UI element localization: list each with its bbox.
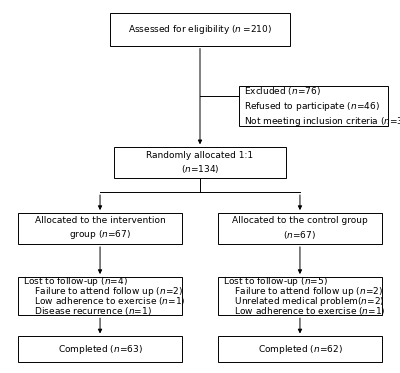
FancyBboxPatch shape <box>18 277 182 315</box>
FancyBboxPatch shape <box>18 336 182 362</box>
Text: Disease recurrence ($n$=1): Disease recurrence ($n$=1) <box>23 305 152 317</box>
Text: Low adherence to exercise ($n$=1): Low adherence to exercise ($n$=1) <box>222 305 385 317</box>
FancyBboxPatch shape <box>239 86 388 126</box>
Text: Allocated to the control group
($n$=67): Allocated to the control group ($n$=67) <box>232 216 368 241</box>
FancyBboxPatch shape <box>218 213 382 244</box>
Text: Refused to participate ($n$=46): Refused to participate ($n$=46) <box>244 100 380 113</box>
FancyBboxPatch shape <box>110 13 290 46</box>
FancyBboxPatch shape <box>218 336 382 362</box>
Text: Allocated to the intervention
group ($n$=67): Allocated to the intervention group ($n$… <box>35 216 166 241</box>
Text: Randomly allocated 1:1
($n$=134): Randomly allocated 1:1 ($n$=134) <box>146 151 254 175</box>
FancyBboxPatch shape <box>18 213 182 244</box>
Text: Unrelated medical problem($n$=2): Unrelated medical problem($n$=2) <box>222 295 384 307</box>
Text: Lost to follow-up ($n$=5): Lost to follow-up ($n$=5) <box>222 275 327 288</box>
Text: Not meeting inclusion criteria ($n$=30): Not meeting inclusion criteria ($n$=30) <box>244 115 400 128</box>
Text: Low adherence to exercise ($n$=1): Low adherence to exercise ($n$=1) <box>23 295 185 307</box>
Text: Excluded ($n$=76): Excluded ($n$=76) <box>244 85 321 97</box>
FancyBboxPatch shape <box>114 147 286 178</box>
Text: Failure to attend follow up ($n$=2): Failure to attend follow up ($n$=2) <box>222 285 383 298</box>
Text: Lost to follow-up ($n$=4): Lost to follow-up ($n$=4) <box>23 275 128 288</box>
Text: Failure to attend follow up ($n$=2): Failure to attend follow up ($n$=2) <box>23 285 183 298</box>
Text: Assessed for eligibility ($n$ =210): Assessed for eligibility ($n$ =210) <box>128 23 272 36</box>
FancyBboxPatch shape <box>218 277 382 315</box>
Text: Completed ($n$=63): Completed ($n$=63) <box>58 343 142 356</box>
Text: Completed ($n$=62): Completed ($n$=62) <box>258 343 342 356</box>
